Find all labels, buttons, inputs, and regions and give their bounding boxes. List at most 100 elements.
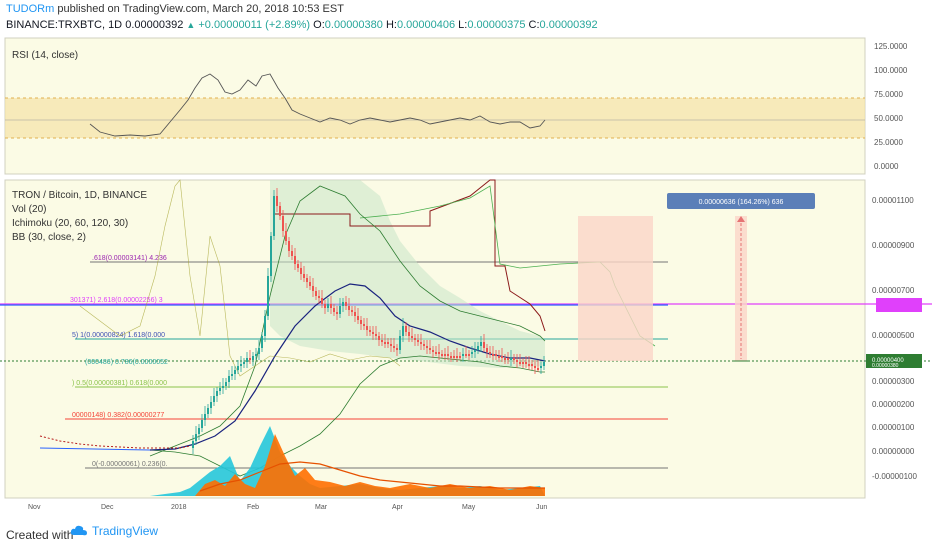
fib-label-1618: 5) 1(0.00000824) 1.618(0.000 bbox=[72, 332, 165, 339]
candle-body bbox=[543, 362, 545, 366]
candle-body bbox=[522, 362, 524, 364]
candle-body bbox=[501, 356, 503, 358]
rsi-line bbox=[89, 73, 546, 137]
early-price-line bbox=[39, 435, 191, 449]
candle-body bbox=[366, 326, 368, 330]
candle-body bbox=[507, 358, 509, 360]
candle-body bbox=[243, 362, 245, 364]
candle-body bbox=[537, 368, 539, 370]
candle-body bbox=[408, 332, 410, 336]
volume-overlay bbox=[195, 434, 545, 496]
candle-body bbox=[492, 354, 494, 356]
publish-info: TUDORm published on TradingView.com, Mar… bbox=[6, 3, 344, 15]
low-label: L: bbox=[458, 19, 468, 31]
candle-body bbox=[240, 364, 242, 366]
candle-body bbox=[216, 391, 218, 396]
candle-body bbox=[447, 354, 449, 356]
candle-body bbox=[321, 298, 323, 304]
candle-body bbox=[198, 428, 200, 434]
measure-arrow-head bbox=[737, 216, 745, 222]
svg-text:0.0000: 0.0000 bbox=[874, 162, 899, 171]
current-price-marker bbox=[866, 354, 922, 368]
svg-text:0.00000200: 0.00000200 bbox=[872, 400, 915, 409]
candle-body bbox=[207, 408, 209, 414]
svg-text:0.00000000: 0.00000000 bbox=[872, 447, 915, 456]
tradingview-brand: TradingView bbox=[92, 524, 159, 538]
candle-body bbox=[219, 388, 221, 391]
candle-body bbox=[513, 358, 515, 360]
candle-body bbox=[252, 356, 254, 360]
candle-body bbox=[441, 354, 443, 356]
current-price-tag-2: 0.00000380 bbox=[872, 363, 899, 369]
header: TUDORm published on TradingView.com, Mar… bbox=[0, 0, 932, 36]
chart-area[interactable]: .618(0.00003141) 4.236 301371) 2.618(0.0… bbox=[0, 36, 932, 516]
candle-body bbox=[306, 278, 308, 282]
candle-body bbox=[426, 346, 428, 348]
svg-text:2018: 2018 bbox=[171, 504, 187, 511]
candle-body bbox=[261, 336, 263, 348]
candle-body bbox=[315, 291, 317, 296]
svg-text:0.00000900: 0.00000900 bbox=[872, 241, 915, 250]
svg-text:50.0000: 50.0000 bbox=[874, 114, 903, 123]
candle-body bbox=[285, 231, 287, 241]
candle-body bbox=[489, 352, 491, 354]
svg-text:125.0000: 125.0000 bbox=[874, 42, 908, 51]
legend-bb: BB (30, close, 2) bbox=[12, 232, 86, 243]
svg-text:0.00000700: 0.00000700 bbox=[872, 286, 915, 295]
measure-box[interactable] bbox=[667, 193, 815, 209]
open-value: 0.00000380 bbox=[324, 19, 383, 31]
early-ma-line bbox=[39, 447, 151, 451]
candle-body bbox=[327, 304, 329, 308]
svg-text:Apr: Apr bbox=[392, 504, 404, 511]
candle-body bbox=[465, 354, 467, 356]
high-label: H: bbox=[385, 19, 397, 31]
candle-body bbox=[357, 316, 359, 320]
candle-body bbox=[381, 340, 383, 342]
candle-body bbox=[414, 338, 416, 340]
candle-body bbox=[297, 264, 299, 268]
svg-text:Mar: Mar bbox=[315, 504, 328, 511]
candle-body bbox=[291, 251, 293, 256]
candle-body bbox=[264, 316, 266, 336]
candle-body bbox=[294, 256, 296, 264]
up-arrow-icon: ▲ bbox=[186, 20, 196, 30]
candle-body bbox=[378, 336, 380, 340]
candle-body bbox=[531, 364, 533, 366]
tradingview-logo[interactable]: TradingView bbox=[70, 524, 158, 538]
close-label: C: bbox=[528, 19, 540, 31]
candle-body bbox=[276, 196, 278, 206]
rsi-band bbox=[5, 98, 865, 138]
candle-body bbox=[384, 342, 386, 344]
chart-canvas[interactable]: .618(0.00003141) 4.236 301371) 2.618(0.0… bbox=[0, 36, 932, 516]
bb-basis bbox=[149, 283, 546, 451]
fib-label-0382: 00000148) 0.382(0.00000277 bbox=[72, 412, 164, 419]
candle-body bbox=[504, 358, 506, 360]
candle-body bbox=[279, 206, 281, 216]
candle-body bbox=[210, 402, 212, 408]
candle-body bbox=[354, 312, 356, 316]
candle-body bbox=[510, 358, 512, 360]
candle-body bbox=[318, 296, 320, 298]
symbol-label: BINANCE:TRXBTC, 1D bbox=[6, 19, 123, 31]
candle-body bbox=[399, 336, 401, 350]
candle-body bbox=[423, 344, 425, 346]
candle-body bbox=[516, 360, 518, 362]
candle-body bbox=[438, 352, 440, 354]
candle-body bbox=[309, 282, 311, 286]
candlesticks bbox=[192, 188, 545, 454]
volume-area bbox=[150, 426, 545, 496]
candle-body bbox=[450, 356, 452, 358]
candle-body bbox=[480, 342, 482, 346]
svg-text:0.00001100: 0.00001100 bbox=[872, 196, 914, 205]
candle-body bbox=[405, 326, 407, 332]
high-value: 0.00000406 bbox=[396, 19, 456, 31]
author-link[interactable]: TUDORm bbox=[6, 3, 55, 15]
price-axis: 0.00001100 0.00000900 0.00000700 0.00000… bbox=[872, 196, 917, 481]
svg-text:Feb: Feb bbox=[247, 504, 259, 511]
candle-body bbox=[390, 344, 392, 346]
candle-body bbox=[375, 334, 377, 336]
candle-body bbox=[336, 312, 338, 314]
candle-body bbox=[471, 352, 473, 354]
candle-body bbox=[282, 216, 284, 231]
candle-body bbox=[456, 356, 458, 358]
